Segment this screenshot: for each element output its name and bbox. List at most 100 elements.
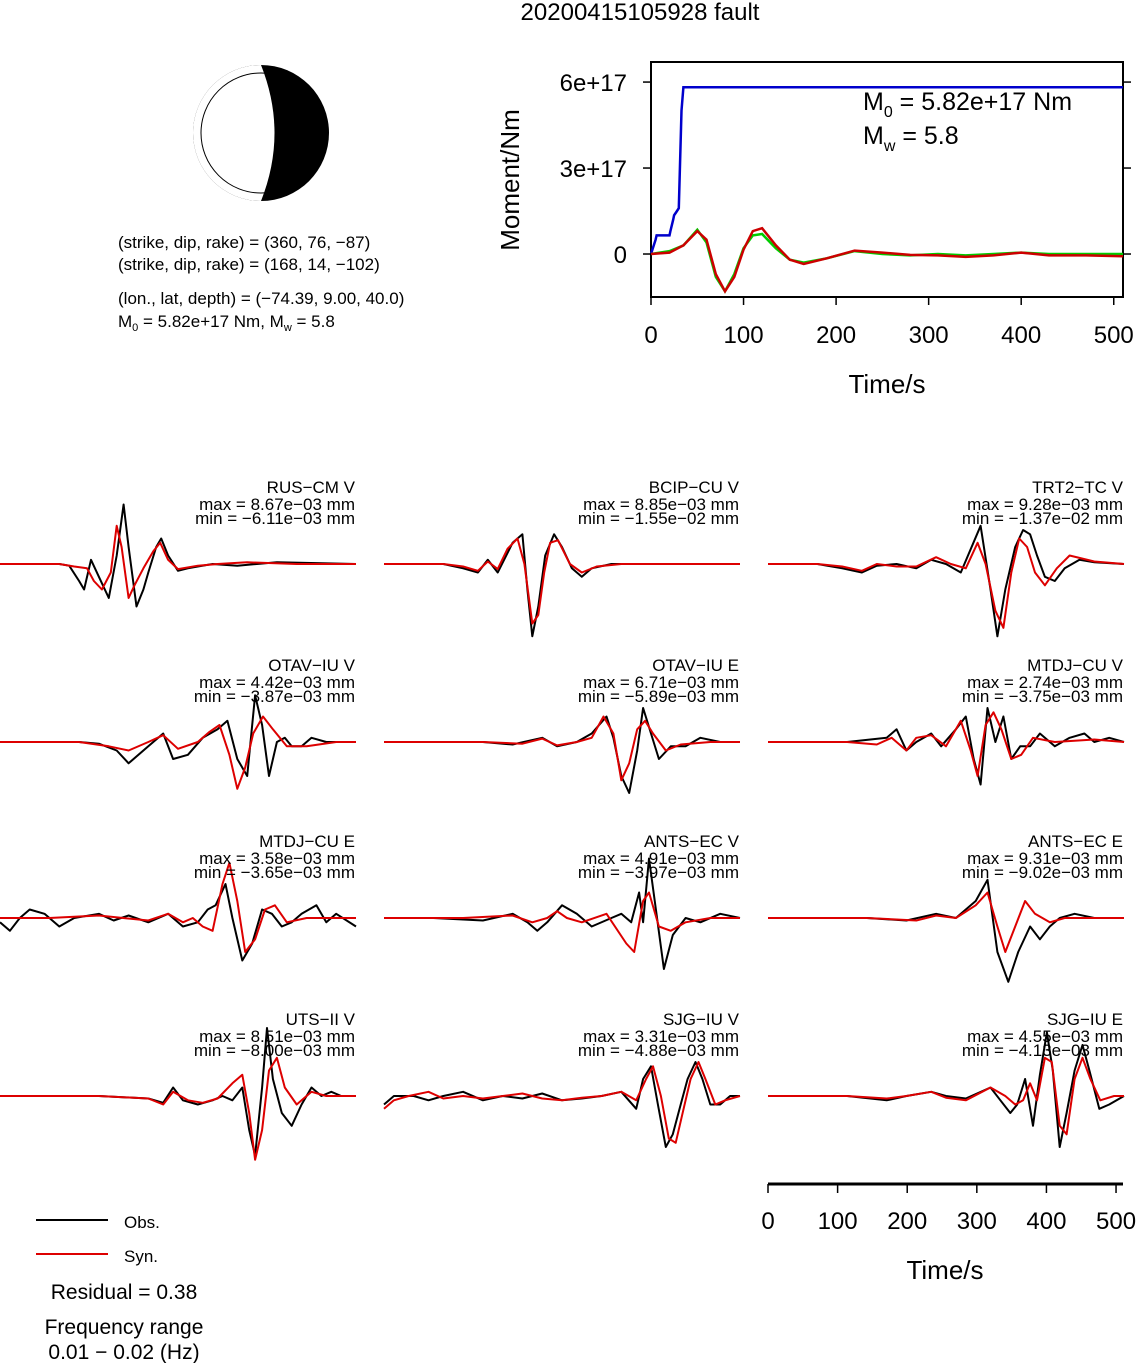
observed-trace [0, 694, 356, 777]
waveform-min-label: min = −3.87e−03 mm [194, 687, 355, 706]
observed-trace [768, 524, 1125, 638]
waveform-min-label: min = −3.65e−03 mm [194, 863, 355, 882]
moment-xtick-label: 200 [816, 322, 856, 349]
time-axis-tick-label: 200 [887, 1208, 927, 1235]
waveform-station-label: OTAV−IU E [652, 656, 739, 675]
frequency-range-value: 0.01 − 0.02 (Hz) [48, 1341, 199, 1363]
waveform-station-label: MTDJ−CU V [1027, 656, 1124, 675]
waveform-max-label: max = 3.58e−03 mm [199, 849, 355, 868]
moment-annotation-m0-value: = 5.82e+17 Nm [893, 88, 1072, 116]
moment-plot: 0 100 200 300 400 500 0 3e+17 6e+17 [560, 70, 1134, 349]
moment-ylabel: Moment/Nm [495, 109, 525, 251]
waveform-max-label: max = 2.74e−03 mm [967, 673, 1123, 692]
waveform-station-label: SJG−IU E [1047, 1010, 1123, 1029]
moment-xtick-label: 100 [724, 322, 764, 349]
waveform-max-label: max = 9.28e−03 mm [967, 495, 1123, 514]
waveform-station-label: ANTS−EC V [644, 832, 740, 851]
waveform-min-label: min = −9.02e−03 mm [962, 863, 1123, 882]
synthetic-trace [0, 861, 356, 953]
synthetic-trace [384, 715, 740, 782]
mechanism-m0-value: = 5.82e+17 Nm, M [138, 312, 284, 331]
waveform-max-label: max = 9.31e−03 mm [967, 849, 1123, 868]
moment-series-line-1 [650, 227, 1123, 294]
moment-ytick-label: 0 [614, 242, 627, 269]
waveform-station-label: BCIP−CU V [649, 478, 740, 497]
legend-obs-label: Obs. [124, 1213, 160, 1232]
waveform-min-label: min = −1.55e−02 mm [578, 509, 739, 528]
beachball-icon [193, 65, 329, 201]
mechanism-location: (lon., lat, depth) = (−74.39, 9.00, 40.0… [118, 289, 404, 308]
waveform-station-label: UTS−II V [286, 1010, 356, 1029]
observed-trace [0, 883, 357, 962]
moment-series-line-0 [649, 85, 1123, 255]
time-axis-tick-label: 0 [761, 1208, 774, 1235]
moment-annotation-m0: M0 = 5.82e+17 Nm [863, 88, 1072, 121]
waveform-station-label: MTDJ−CU E [259, 832, 355, 851]
waveform-min-label: min = −4.88e−03 mm [578, 1041, 739, 1060]
waveform-min-label: min = −5.89e−03 mm [578, 687, 739, 706]
residual-text: Residual = 0.38 [51, 1281, 198, 1304]
synthetic-trace [768, 537, 1125, 629]
waveform-max-label: max = 4.42e−03 mm [199, 673, 355, 692]
legend-syn-label: Syn. [124, 1247, 158, 1266]
observed-trace [383, 1061, 740, 1148]
synthetic-trace [0, 715, 356, 790]
moment-series-line-2 [650, 226, 1124, 294]
waveform-station-label: TRT2−TC V [1032, 478, 1124, 497]
mechanism-plane2: (strike, dip, rake) = (168, 14, −102) [118, 255, 380, 274]
moment-annotation-mw: Mw = 5.8 [863, 122, 959, 155]
waveform-min-label: min = −3.97e−03 mm [578, 863, 739, 882]
mechanism-moment: M0 = 5.82e+17 Nm, Mw = 5.8 [118, 312, 335, 334]
waveform-station-label: SJG−IU V [663, 1010, 740, 1029]
waveform-min-label: min = −3.75e−03 mm [962, 687, 1123, 706]
waveform-min-label: min = −4.13e−03 mm [962, 1041, 1123, 1060]
waveform-max-label: max = 8.67e−03 mm [199, 495, 355, 514]
frequency-range-title: Frequency range [45, 1316, 204, 1339]
figure-title: 20200415105928 fault [521, 0, 760, 26]
synthetic-trace [383, 1061, 741, 1144]
waveform-station-label: RUS−CM V [267, 478, 356, 497]
mechanism-plane1: (strike, dip, rake) = (360, 76, −87) [118, 233, 370, 252]
waveform-min-label: min = −1.37e−02 mm [962, 509, 1123, 528]
mechanism-mw-value: = 5.8 [292, 312, 335, 331]
waveform-max-label: max = 4.55e−03 mm [967, 1027, 1123, 1046]
waveform-min-label: min = −6.11e−03 mm [195, 509, 355, 528]
waveform-max-label: max = 6.71e−03 mm [583, 673, 739, 692]
moment-xtick-label: 0 [644, 322, 657, 349]
waveform-max-label: max = 8.51e−03 mm [199, 1027, 355, 1046]
waveform-station-label: OTAV−IU V [268, 656, 355, 675]
synthetic-trace [384, 537, 740, 625]
moment-xtick-label: 400 [1001, 322, 1041, 349]
waveform-max-label: max = 3.31e−03 mm [583, 1027, 739, 1046]
time-axis-tick-label: 500 [1096, 1208, 1136, 1235]
waveform-min-label: min = −8.00e−03 mm [194, 1041, 355, 1060]
waveform-xlabel: Time/s [906, 1255, 983, 1285]
waveform-max-label: max = 4.91e−03 mm [583, 849, 739, 868]
time-axis-tick-label: 400 [1026, 1208, 1066, 1235]
moment-ytick-label: 3e+17 [560, 156, 627, 183]
moment-annotation-mw-value: = 5.8 [895, 122, 958, 150]
synthetic-trace [384, 891, 740, 953]
observed-trace [384, 707, 740, 794]
synthetic-trace [768, 891, 1124, 953]
time-axis-tick-label: 300 [957, 1208, 997, 1235]
observed-trace [768, 878, 1124, 983]
waveform-max-label: max = 8.85e−03 mm [583, 495, 739, 514]
synthetic-trace [0, 1056, 356, 1161]
moment-plot-frame [650, 61, 1124, 298]
synthetic-trace [768, 711, 1125, 777]
time-axis-tick-label: 100 [818, 1208, 858, 1235]
